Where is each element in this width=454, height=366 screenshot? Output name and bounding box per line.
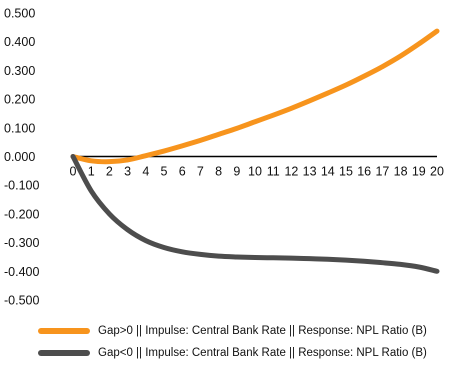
x-tick-label: 4 — [142, 165, 149, 179]
legend: Gap>0 || Impulse: Central Bank Rate || R… — [38, 320, 448, 364]
x-axis: 0 1 2 3 4 5 6 7 8 9 10 11 12 13 14 15 16 17 18 19 20 — [70, 155, 444, 179]
y-tick-label: -0.200 — [4, 207, 39, 221]
x-tick-label: 1 — [88, 165, 95, 179]
x-tick-label: 17 — [375, 165, 389, 179]
y-tick-label: 0.200 — [4, 93, 35, 107]
x-tick-label: 13 — [303, 165, 317, 179]
y-tick-label: 0.000 — [4, 150, 35, 164]
legend-label-gap-positive: Gap>0 || Impulse: Central Bank Rate || R… — [98, 325, 427, 337]
y-tick-label: -0.500 — [4, 294, 39, 308]
legend-item-gap-negative: Gap<0 || Impulse: Central Bank Rate || R… — [38, 342, 448, 364]
x-tick-label: 3 — [124, 165, 131, 179]
series-line-gap-negative — [70, 154, 440, 274]
series-line-gap-positive — [70, 28, 440, 165]
legend-swatch-gap-negative — [38, 350, 90, 356]
x-tick-label: 16 — [357, 165, 371, 179]
y-tick-label: 0.400 — [4, 35, 35, 49]
x-tick-label: 20 — [430, 165, 444, 179]
x-tick-label: 6 — [179, 165, 186, 179]
legend-item-gap-positive: Gap>0 || Impulse: Central Bank Rate || R… — [38, 320, 448, 342]
x-tick-label: 19 — [412, 165, 426, 179]
y-tick-label: -0.100 — [4, 179, 39, 193]
legend-label-gap-negative: Gap<0 || Impulse: Central Bank Rate || R… — [98, 347, 427, 359]
y-tick-label: -0.400 — [4, 265, 39, 279]
x-tick-label: 12 — [284, 165, 298, 179]
y-axis-ticks: 0.500 0.400 0.300 0.200 0.100 0.000 -0.100 -0.2… — [4, 7, 39, 308]
x-tick-label: 10 — [248, 165, 262, 179]
x-tick-label: 7 — [197, 165, 204, 179]
y-tick-label: 0.100 — [4, 121, 35, 135]
x-tick-label: 0 — [70, 165, 77, 179]
x-tick-label: 8 — [215, 165, 222, 179]
y-tick-label: 0.300 — [4, 64, 35, 78]
x-tick-label: 2 — [106, 165, 113, 179]
x-tick-label: 18 — [394, 165, 408, 179]
x-tick-label: 15 — [339, 165, 353, 179]
x-tick-label: 14 — [321, 165, 335, 179]
legend-swatch-gap-positive — [38, 328, 90, 334]
y-tick-label: 0.500 — [4, 7, 35, 21]
x-tick-label: 9 — [233, 165, 240, 179]
x-tick-label: 5 — [161, 165, 168, 179]
x-tick-label: 11 — [267, 165, 280, 179]
series-lines — [70, 28, 440, 274]
y-tick-label: -0.300 — [4, 236, 39, 250]
